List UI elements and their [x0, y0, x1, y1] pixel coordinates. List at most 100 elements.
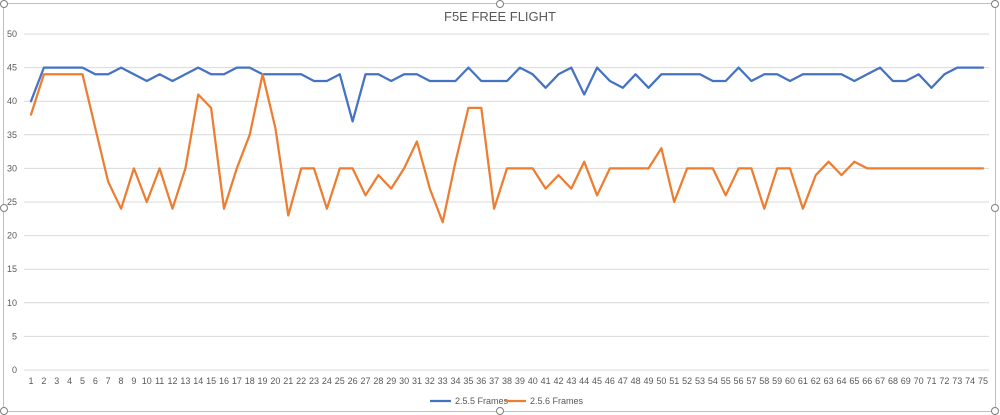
- data-point: [595, 66, 598, 69]
- data-point: [235, 167, 238, 170]
- x-tick-label: 25: [335, 376, 345, 386]
- data-point: [197, 66, 200, 69]
- data-point: [222, 207, 225, 210]
- x-tick-label: 38: [502, 376, 512, 386]
- data-point: [364, 73, 367, 76]
- data-point: [776, 167, 779, 170]
- data-point: [647, 86, 650, 89]
- data-point: [55, 66, 58, 69]
- data-point: [300, 73, 303, 76]
- data-point: [518, 167, 521, 170]
- resize-handle-top-right[interactable]: [991, 0, 999, 8]
- data-point: [287, 214, 290, 217]
- data-point: [544, 86, 547, 89]
- data-point: [119, 66, 122, 69]
- data-point: [840, 73, 843, 76]
- data-point: [325, 79, 328, 82]
- x-tick-label: 39: [515, 376, 525, 386]
- data-point: [686, 73, 689, 76]
- data-point: [312, 167, 315, 170]
- data-point: [853, 79, 856, 82]
- data-point: [788, 167, 791, 170]
- data-point: [55, 73, 58, 76]
- x-tick-label: 6: [93, 376, 98, 386]
- data-point: [441, 79, 444, 82]
- data-point: [531, 167, 534, 170]
- x-tick-label: 62: [811, 376, 821, 386]
- data-point: [145, 79, 148, 82]
- data-point: [81, 66, 84, 69]
- series-points-1: [29, 66, 984, 123]
- y-tick-label: 50: [7, 29, 17, 39]
- data-point: [814, 174, 817, 177]
- data-point: [29, 100, 32, 103]
- data-point: [68, 73, 71, 76]
- data-point: [222, 73, 225, 76]
- x-tick-label: 33: [438, 376, 448, 386]
- resize-handle-top-center[interactable]: [496, 0, 504, 8]
- x-tick-label: 28: [373, 376, 383, 386]
- data-point: [814, 73, 817, 76]
- data-point: [956, 167, 959, 170]
- chart-title: F5E FREE FLIGHT: [444, 9, 556, 24]
- data-point: [788, 79, 791, 82]
- data-point: [480, 106, 483, 109]
- x-tick-label: 61: [798, 376, 808, 386]
- data-point: [621, 86, 624, 89]
- x-tick-label: 74: [965, 376, 975, 386]
- data-point: [158, 73, 161, 76]
- x-tick-label: 36: [476, 376, 486, 386]
- data-point: [441, 221, 444, 224]
- data-point: [274, 73, 277, 76]
- x-tick-label: 5: [80, 376, 85, 386]
- data-point: [171, 79, 174, 82]
- resize-handle-middle-left[interactable]: [0, 204, 8, 212]
- data-point: [878, 167, 881, 170]
- y-tick-label: 30: [7, 163, 17, 173]
- data-point: [866, 73, 869, 76]
- data-point: [261, 73, 264, 76]
- x-tick-label: 31: [412, 376, 422, 386]
- data-point: [402, 73, 405, 76]
- x-tick-label: 3: [54, 376, 59, 386]
- series-line-1[interactable]: [29, 66, 985, 123]
- x-tick-label: 14: [193, 376, 203, 386]
- data-point: [917, 73, 920, 76]
- data-point: [827, 73, 830, 76]
- x-tick-label: 19: [258, 376, 268, 386]
- data-point: [801, 73, 804, 76]
- x-tick-label: 65: [849, 376, 859, 386]
- data-point: [454, 160, 457, 163]
- data-point: [493, 207, 496, 210]
- x-tick-label: 54: [708, 376, 718, 386]
- data-point: [274, 126, 277, 129]
- data-point: [171, 207, 174, 210]
- data-point: [904, 79, 907, 82]
- x-tick-label: 8: [119, 376, 124, 386]
- x-tick-label: 21: [283, 376, 293, 386]
- data-point: [505, 167, 508, 170]
- data-point: [930, 86, 933, 89]
- x-tick-label: 56: [734, 376, 744, 386]
- data-point: [943, 73, 946, 76]
- legend: 2.5.5 Frames 2.5.6 Frames: [430, 396, 584, 406]
- resize-handle-middle-right[interactable]: [991, 204, 999, 212]
- data-point: [660, 147, 663, 150]
- data-point: [969, 167, 972, 170]
- x-tick-label: 41: [541, 376, 551, 386]
- data-point: [724, 194, 727, 197]
- x-tick-label: 17: [232, 376, 242, 386]
- x-tick-label: 32: [425, 376, 435, 386]
- data-point: [943, 167, 946, 170]
- data-point: [351, 167, 354, 170]
- series-line-2[interactable]: [29, 73, 985, 224]
- x-tick-label: 50: [656, 376, 666, 386]
- data-point: [287, 73, 290, 76]
- resize-handle-top-left[interactable]: [0, 0, 8, 8]
- data-point: [390, 79, 393, 82]
- y-tick-label: 20: [7, 231, 17, 241]
- series-lines: [29, 66, 985, 224]
- data-point: [119, 207, 122, 210]
- data-point: [891, 79, 894, 82]
